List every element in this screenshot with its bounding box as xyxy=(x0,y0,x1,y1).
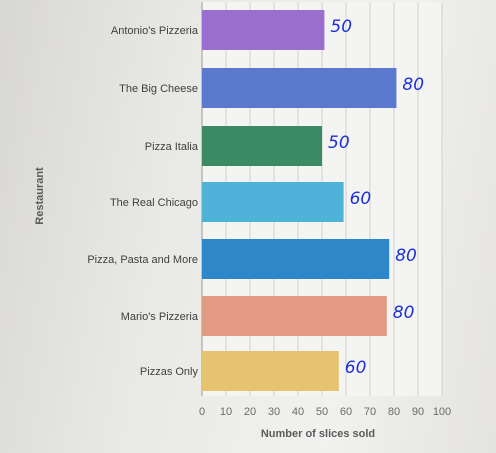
category-label: Pizza, Pasta and More xyxy=(87,254,198,266)
x-tick-label: 10 xyxy=(220,406,232,418)
handwritten-note: 80 xyxy=(395,246,417,266)
category-labels: Antonio's Pizzeria The Big Cheese Pizza It… xyxy=(87,25,199,378)
bar xyxy=(202,351,339,391)
x-tick-label: 20 xyxy=(244,406,256,418)
x-tick-label: 60 xyxy=(340,406,352,418)
y-axis-title: Restaurant xyxy=(34,167,46,225)
handwritten-note: 80 xyxy=(393,303,415,323)
bar xyxy=(202,182,344,222)
category-label: Pizza Italia xyxy=(145,141,199,153)
handwritten-note: 60 xyxy=(350,189,372,209)
bar xyxy=(202,296,387,336)
x-axis-title: Number of slices sold xyxy=(261,428,375,440)
category-label: Mario's Pizzeria xyxy=(121,311,199,323)
x-tick-labels: 0 10 20 30 40 50 60 70 80 90 100 xyxy=(199,406,451,418)
category-label: Pizzas Only xyxy=(140,366,199,378)
category-label: Antonio's Pizzeria xyxy=(111,25,199,37)
handwritten-note: 80 xyxy=(402,75,424,95)
bar xyxy=(202,239,390,279)
handwritten-note: 60 xyxy=(345,358,367,378)
handwritten-annotations: 50 80 50 60 80 80 60 xyxy=(328,17,424,378)
handwritten-note: 50 xyxy=(328,133,350,153)
bars xyxy=(202,10,397,391)
x-tick-label: 50 xyxy=(316,406,328,418)
x-tick-label: 0 xyxy=(199,406,205,418)
handwritten-note: 50 xyxy=(330,17,352,37)
category-label: The Big Cheese xyxy=(119,83,198,95)
x-tick-label: 80 xyxy=(388,406,400,418)
x-tick-label: 90 xyxy=(412,406,424,418)
x-tick-label: 30 xyxy=(268,406,280,418)
x-tick-label: 40 xyxy=(292,406,304,418)
x-tick-label: 100 xyxy=(433,406,451,418)
x-tick-label: 70 xyxy=(364,406,376,418)
bar xyxy=(202,126,322,166)
bar xyxy=(202,68,397,108)
category-label: The Real Chicago xyxy=(110,197,198,209)
bar xyxy=(202,10,325,50)
